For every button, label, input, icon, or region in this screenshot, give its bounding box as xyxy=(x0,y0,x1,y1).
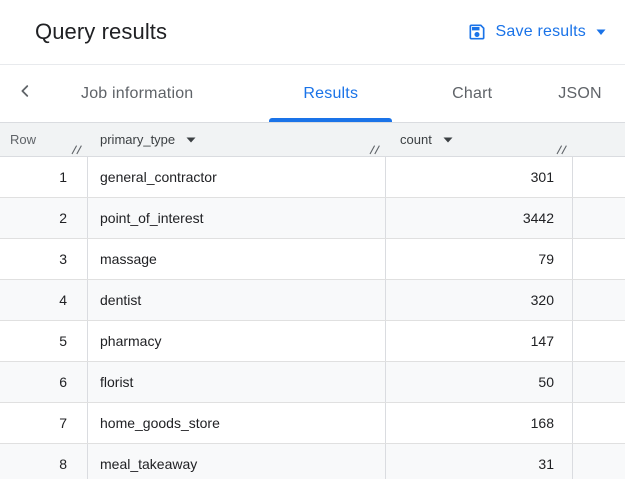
filler-cell xyxy=(573,157,625,197)
results-table: Row primary_type count xyxy=(0,123,625,479)
column-header-row: Row xyxy=(0,123,88,156)
column-header-primary-type[interactable]: primary_type xyxy=(88,123,386,156)
table-header-row: Row primary_type count xyxy=(0,123,625,157)
table-row: 5 pharmacy 147 xyxy=(0,321,625,362)
table-row: 1 general_contractor 301 xyxy=(0,157,625,198)
table-row: 2 point_of_interest 3442 xyxy=(0,198,625,239)
column-label: count xyxy=(400,132,432,147)
tab-results[interactable]: Results xyxy=(269,65,392,122)
results-table-body: 1 general_contractor 301 2 point_of_inte… xyxy=(0,157,625,479)
row-number-cell: 8 xyxy=(0,444,88,479)
arrow-drop-down-icon xyxy=(595,28,607,36)
back-button[interactable] xyxy=(14,65,36,122)
arrow-drop-down-icon[interactable] xyxy=(186,137,196,143)
table-row: 4 dentist 320 xyxy=(0,280,625,321)
filler-cell xyxy=(573,280,625,320)
count-cell: 320 xyxy=(386,280,573,320)
column-label: Row xyxy=(10,132,37,147)
row-number-cell: 7 xyxy=(0,403,88,443)
tab-job-information[interactable]: Job information xyxy=(53,65,221,122)
tab-label: Chart xyxy=(452,84,493,102)
table-row: 7 home_goods_store 168 xyxy=(0,403,625,444)
count-cell: 301 xyxy=(386,157,573,197)
row-number-cell: 3 xyxy=(0,239,88,279)
table-row: 3 massage 79 xyxy=(0,239,625,280)
count-cell: 31 xyxy=(386,444,573,479)
primary-type-cell: massage xyxy=(88,239,386,279)
primary-type-cell: pharmacy xyxy=(88,321,386,361)
primary-type-cell: home_goods_store xyxy=(88,403,386,443)
tab-bar: Job information Results Chart JSON xyxy=(0,65,625,123)
column-header-filler xyxy=(573,123,625,156)
table-row: 6 florist 50 xyxy=(0,362,625,403)
primary-type-cell: general_contractor xyxy=(88,157,386,197)
table-row: 8 meal_takeaway 31 xyxy=(0,444,625,479)
save-icon xyxy=(467,22,487,42)
count-cell: 50 xyxy=(386,362,573,402)
save-results-label: Save results xyxy=(495,23,586,40)
tab-json[interactable]: JSON xyxy=(540,65,619,122)
page-title: Query results xyxy=(35,19,168,44)
count-cell: 3442 xyxy=(386,198,573,238)
chevron-left-icon xyxy=(16,82,34,105)
primary-type-cell: florist xyxy=(88,362,386,402)
filler-cell xyxy=(573,198,625,238)
filler-cell xyxy=(573,239,625,279)
tab-label: Job information xyxy=(81,84,194,102)
resize-handle-icon[interactable] xyxy=(71,143,83,155)
resize-handle-icon[interactable] xyxy=(369,143,381,155)
arrow-drop-down-icon[interactable] xyxy=(443,137,453,143)
row-number-cell: 4 xyxy=(0,280,88,320)
count-cell: 147 xyxy=(386,321,573,361)
tab-label: JSON xyxy=(558,84,602,102)
save-results-button[interactable]: Save results xyxy=(465,18,609,46)
primary-type-cell: point_of_interest xyxy=(88,198,386,238)
tab-chart[interactable]: Chart xyxy=(432,65,512,122)
filler-cell xyxy=(573,321,625,361)
count-cell: 168 xyxy=(386,403,573,443)
column-header-count[interactable]: count xyxy=(386,123,573,156)
column-label: primary_type xyxy=(100,132,176,147)
filler-cell xyxy=(573,403,625,443)
filler-cell xyxy=(573,362,625,402)
count-cell: 79 xyxy=(386,239,573,279)
primary-type-cell: meal_takeaway xyxy=(88,444,386,479)
primary-type-cell: dentist xyxy=(88,280,386,320)
row-number-cell: 6 xyxy=(0,362,88,402)
resize-handle-icon[interactable] xyxy=(556,143,568,155)
row-number-cell: 1 xyxy=(0,157,88,197)
row-number-cell: 5 xyxy=(0,321,88,361)
filler-cell xyxy=(573,444,625,479)
row-number-cell: 2 xyxy=(0,198,88,238)
tab-label: Results xyxy=(303,84,359,102)
page-header: Query results Save results xyxy=(0,0,625,65)
